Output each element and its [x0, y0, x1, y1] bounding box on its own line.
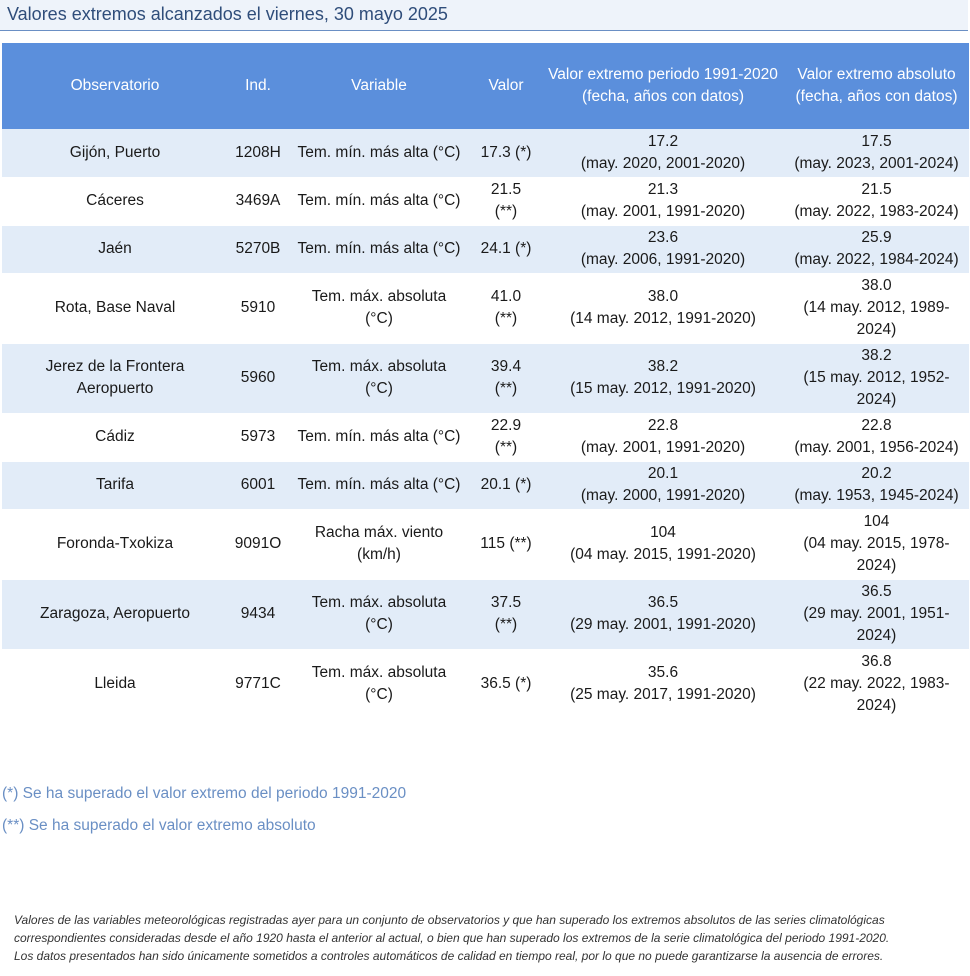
cell-periodo: 104 (04 may. 2015, 1991-2020) — [570, 524, 756, 563]
cell-observatorio: Gijón, Puerto — [69, 143, 161, 161]
cell-variable: Tem. mín. más alta (°C) — [297, 192, 461, 209]
cell-variable: Tem. máx. absoluta (°C) — [311, 664, 447, 703]
cell-ind: 5973 — [240, 428, 276, 445]
cell-valor: 115 (**) — [480, 535, 532, 552]
cell-absoluto: 25.9 (may. 2022, 1984-2024) — [794, 229, 959, 268]
cell-ind: 6001 — [240, 476, 276, 493]
cell-valor: 22.9 (**) — [490, 417, 522, 456]
cell-absoluto: 17.5 (may. 2023, 2001-2024) — [794, 132, 959, 172]
cell-observatorio: Cáceres — [86, 192, 144, 209]
table-row: Jaén 5270B Tem. mín. más alta (°C) 24.1 … — [2, 225, 969, 273]
cell-valor: 41.0 (**) — [490, 288, 522, 327]
cell-absoluto: 104 (04 may. 2015, 1978- 2024) — [803, 513, 950, 574]
legend-single-asterisk: (*) Se ha superado el valor extremo del … — [2, 785, 407, 802]
cell-periodo: 23.6 (may. 2006, 1991-2020) — [580, 229, 746, 268]
footnote: Valores de las variables meteorológicas … — [14, 911, 964, 965]
cell-observatorio: Lleida — [94, 675, 136, 692]
table-row: Zaragoza, Aeropuerto 9434 Tem. máx. abso… — [2, 579, 969, 649]
header-absoluto: Valor extremo absoluto (fecha, años con … — [795, 66, 958, 105]
cell-observatorio: Jerez de la Frontera Aeropuerto — [45, 358, 185, 397]
cell-ind: 9091O — [234, 535, 282, 552]
cell-absoluto: 38.2 (15 may. 2012, 1952- 2024) — [803, 347, 950, 408]
header-ind: Ind. — [245, 77, 271, 94]
table-row: Cádiz 5973 Tem. mín. más alta (°C) 22.9 … — [2, 413, 969, 461]
footnote-description: Valores de las variables meteorológicas … — [14, 913, 890, 945]
cell-periodo: 36.5 (29 may. 2001, 1991-2020) — [570, 594, 756, 633]
cell-variable: Tem. mín. más alta (°C) — [297, 143, 461, 161]
cell-absoluto: 21.5 (may. 2022, 1983-2024) — [794, 181, 959, 220]
cell-variable: Tem. máx. absoluta (°C) — [311, 358, 447, 397]
cell-absoluto: 22.8 (may. 2001, 1956-2024) — [794, 417, 959, 456]
cell-valor: 36.5 (*) — [480, 675, 532, 692]
cell-periodo: 20.1 (may. 2000, 1991-2020) — [580, 465, 746, 504]
cell-variable: Tem. mín. más alta (°C) — [297, 476, 461, 493]
cell-observatorio: Foronda-Txokiza — [56, 535, 174, 552]
cell-variable: Tem. mín. más alta (°C) — [297, 428, 461, 445]
cell-periodo: 21.3 (may. 2001, 1991-2020) — [580, 181, 746, 220]
cell-periodo: 17.2 (may. 2020, 2001-2020) — [580, 132, 746, 172]
title-bar: Valores extremos alcanzados el viernes, … — [0, 0, 968, 31]
header-variable: Variable — [351, 77, 407, 94]
cell-observatorio: Tarifa — [96, 476, 134, 493]
cell-variable: Tem. máx. absoluta (°C) — [311, 594, 447, 633]
cell-variable: Tem. máx. absoluta (°C) — [311, 288, 447, 327]
cell-valor: 17.3 (*) — [480, 143, 532, 161]
cell-valor: 21.5 (**) — [490, 181, 522, 220]
extremes-table: Observatorio Ind. Variable Valor Valor e… — [2, 43, 969, 720]
table-row: Rota, Base Naval 5910 Tem. máx. absoluta… — [2, 273, 969, 343]
cell-valor: 24.1 (*) — [480, 240, 532, 257]
cell-periodo: 38.2 (15 may. 2012, 1991-2020) — [570, 358, 756, 397]
header-valor: Valor — [488, 77, 524, 94]
cell-ind: 9771C — [235, 675, 281, 692]
cell-absoluto: 36.8 (22 may. 2022, 1983- 2024) — [803, 653, 950, 714]
cell-variable: Tem. mín. más alta (°C) — [297, 240, 461, 257]
cell-observatorio: Cádiz — [95, 428, 135, 445]
cell-ind: 3469A — [235, 192, 281, 209]
cell-ind: 5910 — [240, 299, 276, 316]
cell-variable: Racha máx. viento (km/h) — [314, 524, 444, 563]
cell-valor: 20.1 (*) — [480, 476, 532, 493]
header-periodo: Valor extremo periodo 1991-2020 (fecha, … — [548, 66, 778, 105]
table-row: Tarifa 6001 Tem. mín. más alta (°C) 20.1… — [2, 461, 969, 509]
table-row: Jerez de la Frontera Aeropuerto 5960 Tem… — [2, 343, 969, 413]
table-body: Gijón, Puerto 1208H Tem. mín. más alta (… — [2, 129, 969, 719]
cell-valor: 37.5 (**) — [490, 594, 522, 633]
cell-ind: 5960 — [240, 369, 276, 386]
table-row: Lleida 9771C Tem. máx. absoluta (°C) 36.… — [2, 649, 969, 719]
cell-ind: 1208H — [235, 143, 281, 161]
header-row: Observatorio Ind. Variable Valor Valor e… — [2, 43, 969, 129]
table-header: Observatorio Ind. Variable Valor Valor e… — [2, 43, 969, 129]
table-row: Gijón, Puerto 1208H Tem. mín. más alta (… — [2, 129, 969, 177]
cell-periodo: 35.6 (25 may. 2017, 1991-2020) — [570, 664, 756, 703]
table-row: Foronda-Txokiza 9091O Racha máx. viento … — [2, 509, 969, 579]
cell-valor: 39.4 (**) — [490, 358, 522, 397]
legend-double-asterisk: (**) Se ha superado el valor extremo abs… — [2, 817, 316, 834]
footnote-disclaimer: Los datos presentados han sido únicament… — [14, 949, 884, 963]
cell-absoluto: 20.2 (may. 1953, 1945-2024) — [794, 465, 959, 504]
cell-periodo: 22.8 (may. 2001, 1991-2020) — [580, 417, 746, 456]
cell-observatorio: Zaragoza, Aeropuerto — [40, 605, 190, 622]
cell-observatorio: Jaén — [98, 240, 132, 257]
page-title: Valores extremos alcanzados el viernes, … — [7, 4, 448, 24]
cell-observatorio: Rota, Base Naval — [54, 299, 176, 316]
cell-ind: 5270B — [235, 240, 281, 257]
cell-absoluto: 36.5 (29 may. 2001, 1951- 2024) — [803, 583, 950, 644]
header-observatorio: Observatorio — [70, 77, 160, 94]
cell-absoluto: 38.0 (14 may. 2012, 1989- 2024) — [803, 277, 950, 338]
cell-periodo: 38.0 (14 may. 2012, 1991-2020) — [570, 288, 756, 327]
table-row: Cáceres 3469A Tem. mín. más alta (°C) 21… — [2, 177, 969, 225]
cell-ind: 9434 — [240, 605, 276, 622]
